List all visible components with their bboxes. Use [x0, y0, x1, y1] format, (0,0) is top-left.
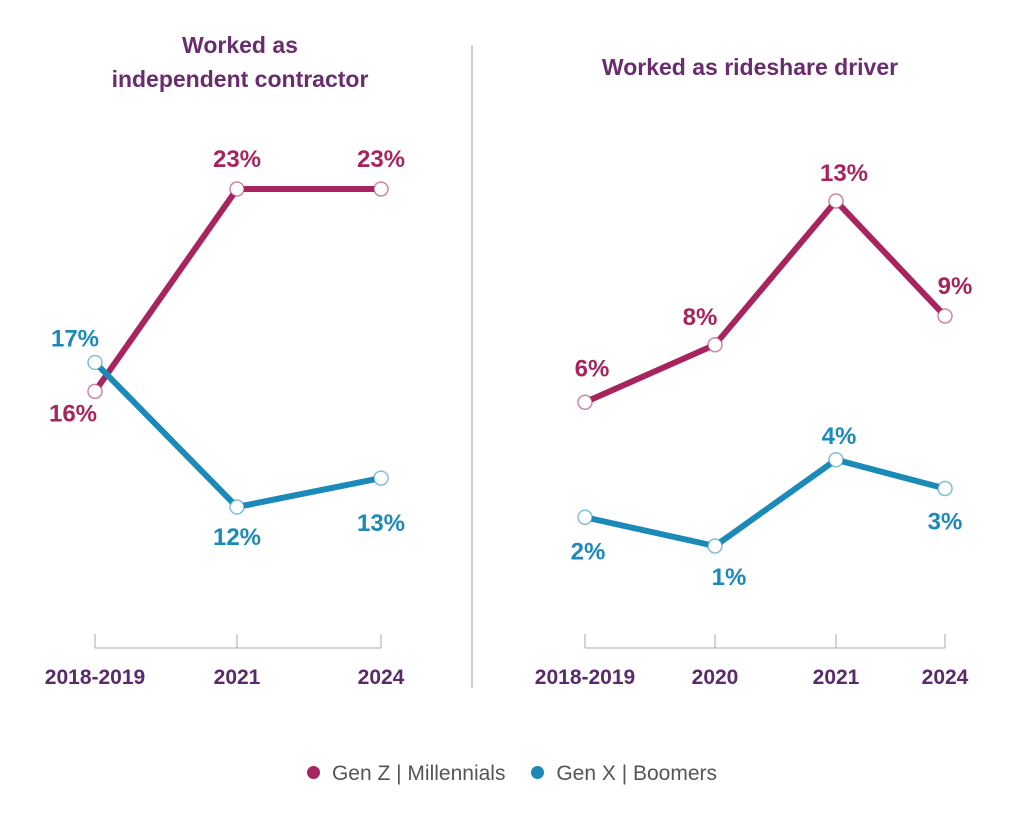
x-tick-label: 2021 [214, 666, 261, 689]
data-point-genz-millennials [828, 193, 844, 209]
legend-label-genz-millennials: Gen Z | Millennials [331, 762, 506, 785]
data-point-genx-boomers [828, 452, 844, 468]
legend-label-genx-boomers: Gen X | Boomers [556, 762, 718, 785]
chart-title-line-1: Worked as rideshare driver [601, 54, 899, 80]
x-tick-label: 2024 [358, 666, 405, 689]
data-label-genz-millennials: 6% [575, 355, 610, 382]
data-label-genz-millennials: 23% [357, 146, 405, 173]
data-label-genz-millennials: 13% [820, 160, 868, 187]
series-line-genz-millennials [582, 198, 948, 406]
data-point-genx-boomers [87, 354, 103, 371]
chart-title-line-2: independent contractor [111, 66, 369, 92]
data-label-genx-boomers: 17% [51, 325, 99, 352]
data-label-genx-boomers: 2% [571, 538, 606, 565]
series-line-genx-boomers [582, 456, 948, 549]
legend-marker-genz-millennials [306, 765, 320, 779]
data-point-genx-boomers [937, 480, 953, 497]
chart-legend: Gen Z | Millennials Gen X | Boomers [0, 762, 1024, 786]
data-point-genz-millennials [373, 181, 389, 197]
x-tick-label: 2018-2019 [535, 666, 635, 689]
data-point-genz-millennials [229, 181, 245, 197]
data-label-genz-millennials: 16% [49, 400, 97, 427]
data-point-genx-boomers [707, 538, 723, 554]
data-point-genz-millennials [577, 394, 593, 410]
data-label-genz-millennials: 8% [683, 304, 718, 331]
data-point-genz-millennials [707, 337, 723, 353]
series-line-genx-boomers [92, 359, 384, 510]
x-tick-label: 2024 [922, 666, 969, 689]
chart-title-line-1: Worked as [182, 32, 298, 58]
data-label-genx-boomers: 12% [213, 524, 261, 551]
data-label-genx-boomers: 3% [928, 509, 963, 536]
data-label-genz-millennials: 9% [938, 273, 973, 300]
data-point-genz-millennials [87, 383, 103, 400]
x-tick-label: 2021 [813, 666, 860, 689]
legend-item-genz-millennials: Gen Z | Millennials [306, 762, 506, 786]
data-point-genx-boomers [373, 470, 389, 486]
data-point-genx-boomers [229, 499, 245, 515]
data-label-genx-boomers: 13% [357, 510, 405, 537]
legend-marker-genx-boomers [531, 765, 545, 779]
data-label-genx-boomers: 1% [712, 564, 747, 591]
data-point-genx-boomers [577, 509, 593, 525]
data-label-genz-millennials: 23% [213, 146, 261, 173]
chart-title-independent-contractor: Worked as independent contractor [90, 28, 390, 96]
data-label-genx-boomers: 4% [822, 423, 857, 450]
data-point-genz-millennials [937, 308, 953, 324]
legend-item-genx-boomers: Gen X | Boomers [531, 762, 717, 786]
x-tick-label: 2018-2019 [45, 666, 145, 689]
x-tick-label: 2020 [692, 666, 739, 689]
series-line-genz-millennials [92, 186, 384, 395]
chart-plot-area: 2018-2019 2021 2024 16% 23% 23% 17% 12% 13% 2018-… [45, 45, 973, 689]
chart-title-rideshare-driver: Worked as rideshare driver [560, 50, 940, 84]
